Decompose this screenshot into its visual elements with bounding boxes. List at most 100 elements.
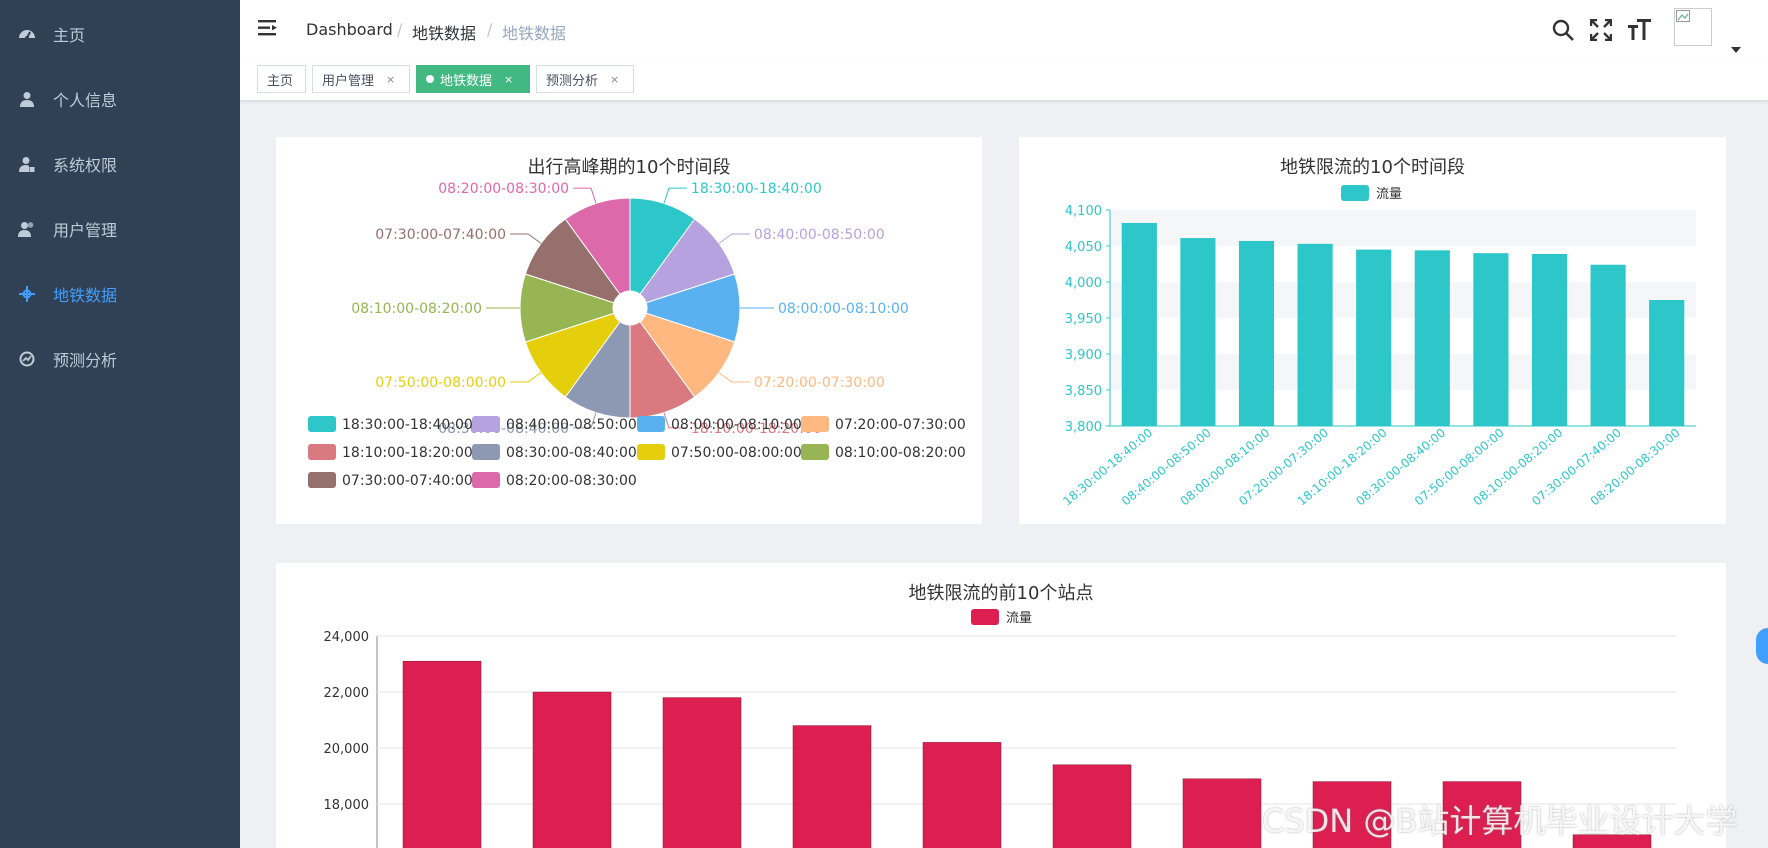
tag-label: 地铁数据 [440, 73, 493, 89]
legend-label: 流量 [1006, 611, 1032, 626]
breadcrumb-item-dashboard[interactable]: Dashboard [306, 20, 393, 39]
bar [662, 697, 742, 848]
sidebar-item-profile[interactable]: 个人信息 [0, 72, 240, 126]
pie-label: 07:20:00-07:30:00 [754, 375, 885, 391]
fullscreen-icon[interactable] [1589, 18, 1613, 45]
pie-legend-label: 08:10:00-08:20:00 [835, 445, 966, 461]
crosshair-icon [17, 284, 37, 304]
dashboard-icon [17, 24, 37, 44]
pie-label: 08:20:00-08:30:00 [438, 181, 569, 197]
bar-chart-stations: 流量 18,000 20,000 22,000 24,000 [324, 609, 1677, 848]
sidebar-item-users[interactable]: 用户管理 [0, 202, 240, 256]
tag-metro-data[interactable]: 地铁数据 × [416, 65, 530, 93]
y-tick-label: 3,800 [1065, 420, 1102, 435]
pie-label: 18:10:00-18:20:00 [691, 421, 822, 437]
pie-slice [639, 218, 736, 304]
pie-slice [645, 273, 741, 343]
bar [1180, 238, 1216, 426]
pie-slice [519, 273, 615, 343]
pie-slice [524, 312, 621, 398]
pie-legend-swatch [801, 444, 829, 460]
pie-chart-card: 出行高峰期的10个时间段 18:30:00-18:40:00 08:40:00-0… [276, 137, 982, 524]
sidebar-item-permissions[interactable]: 系统权限 [0, 137, 240, 191]
bar [1121, 222, 1157, 426]
bar [792, 725, 872, 848]
y-tick-label: 4,050 [1065, 240, 1102, 255]
breadcrumb-item-metro[interactable]: 地铁数据 [412, 24, 477, 43]
legend-swatch [971, 609, 999, 625]
pie-legend-swatch [637, 416, 665, 432]
users-icon [17, 219, 37, 239]
tag-home[interactable]: 主页 [257, 65, 306, 93]
tag-label: 用户管理 [322, 73, 375, 89]
pie-slice [524, 218, 621, 304]
scroll-top-button[interactable] [1756, 628, 1768, 664]
user-lock-icon [17, 154, 37, 174]
sidebar-item-metro-data[interactable]: 地铁数据 [0, 267, 240, 321]
bar [1312, 781, 1392, 848]
y-tick-label: 4,100 [1065, 204, 1102, 219]
pie-label-line [510, 233, 542, 244]
breadcrumb-item-current: 地铁数据 [502, 24, 567, 43]
pie-label: 08:10:00-08:20:00 [351, 301, 482, 317]
pie-legend-label: 08:20:00-08:30:00 [506, 473, 637, 489]
text-size-icon[interactable] [1628, 19, 1652, 45]
bar [532, 691, 612, 848]
pie-slice [629, 197, 696, 295]
bar [1473, 253, 1509, 426]
pie-label: 07:30:00-07:40:00 [375, 227, 506, 243]
close-icon[interactable]: × [504, 72, 514, 86]
bar-chart-periods-card: 地铁限流的10个时间段 流量 3,800 3,850 3,900 3,950 4,000 4… [1019, 137, 1726, 524]
breadcrumb-separator: / [487, 20, 493, 39]
bar [1356, 249, 1392, 426]
pie-legend-label: 07:50:00-08:00:00 [671, 445, 802, 461]
bar [1238, 240, 1275, 426]
sidebar-item-label: 预测分析 [53, 351, 118, 370]
tag-forecast[interactable]: 预测分析 × [536, 65, 634, 93]
pie-label-line [663, 187, 687, 204]
pie-label-line [573, 187, 597, 204]
y-tick-label: 3,950 [1065, 312, 1102, 327]
active-dot-icon [426, 75, 434, 83]
sidebar-item-label: 主页 [53, 26, 86, 45]
pie-legend-label: 07:30:00-07:40:00 [342, 473, 473, 489]
close-icon[interactable]: × [610, 72, 620, 86]
pie-label: 08:30:00-08:40:00 [438, 421, 569, 437]
pie-legend-swatch [308, 416, 336, 432]
hamburger-icon[interactable] [258, 19, 278, 41]
pie-legend-swatch [472, 472, 500, 488]
y-tick-label: 22,000 [324, 686, 370, 701]
pie-legend-label: 08:00:00-08:10:00 [671, 417, 802, 433]
user-icon [17, 89, 37, 109]
avatar[interactable] [1674, 8, 1712, 46]
pie-legend-label: 18:30:00-18:40:00 [342, 417, 473, 433]
sidebar-item-label: 个人信息 [53, 91, 118, 110]
sidebar: 主页 个人信息 系统权限 用户管理 地铁数据 预测分析 [0, 0, 240, 848]
pie-label-line [718, 233, 750, 244]
pie-legend-swatch [472, 444, 500, 460]
sidebar-item-label: 用户管理 [53, 221, 118, 240]
bar [1052, 764, 1132, 848]
pie-label: 08:40:00-08:50:00 [754, 227, 885, 243]
pie-slice [564, 321, 631, 419]
pie-legend-label: 08:40:00-08:50:00 [506, 417, 637, 433]
pie-legend-swatch [472, 416, 500, 432]
pie-label: 18:30:00-18:40:00 [691, 181, 822, 197]
breadcrumb-separator: / [397, 20, 403, 39]
bar [1649, 300, 1685, 426]
y-tick-label: 4,000 [1065, 276, 1102, 291]
close-icon[interactable]: × [386, 72, 396, 86]
search-icon[interactable] [1552, 19, 1574, 45]
sidebar-item-forecast[interactable]: 预测分析 [0, 332, 240, 386]
tag-user-management[interactable]: 用户管理 × [312, 65, 410, 93]
bar [1182, 778, 1262, 848]
sidebar-item-home[interactable]: 主页 [0, 7, 240, 61]
caret-down-icon[interactable] [1731, 38, 1741, 57]
pie-label: 08:00:00-08:10:00 [778, 301, 909, 317]
sidebar-item-label: 地铁数据 [53, 286, 118, 305]
pie-legend-label: 08:30:00-08:40:00 [506, 445, 637, 461]
tag-label: 主页 [267, 73, 294, 89]
pie-legend-swatch [637, 444, 665, 460]
bar-chart-periods: 流量3,8003,8503,9003,9504,0004,0504,10018:… [1060, 185, 1696, 508]
bar [1572, 834, 1652, 848]
